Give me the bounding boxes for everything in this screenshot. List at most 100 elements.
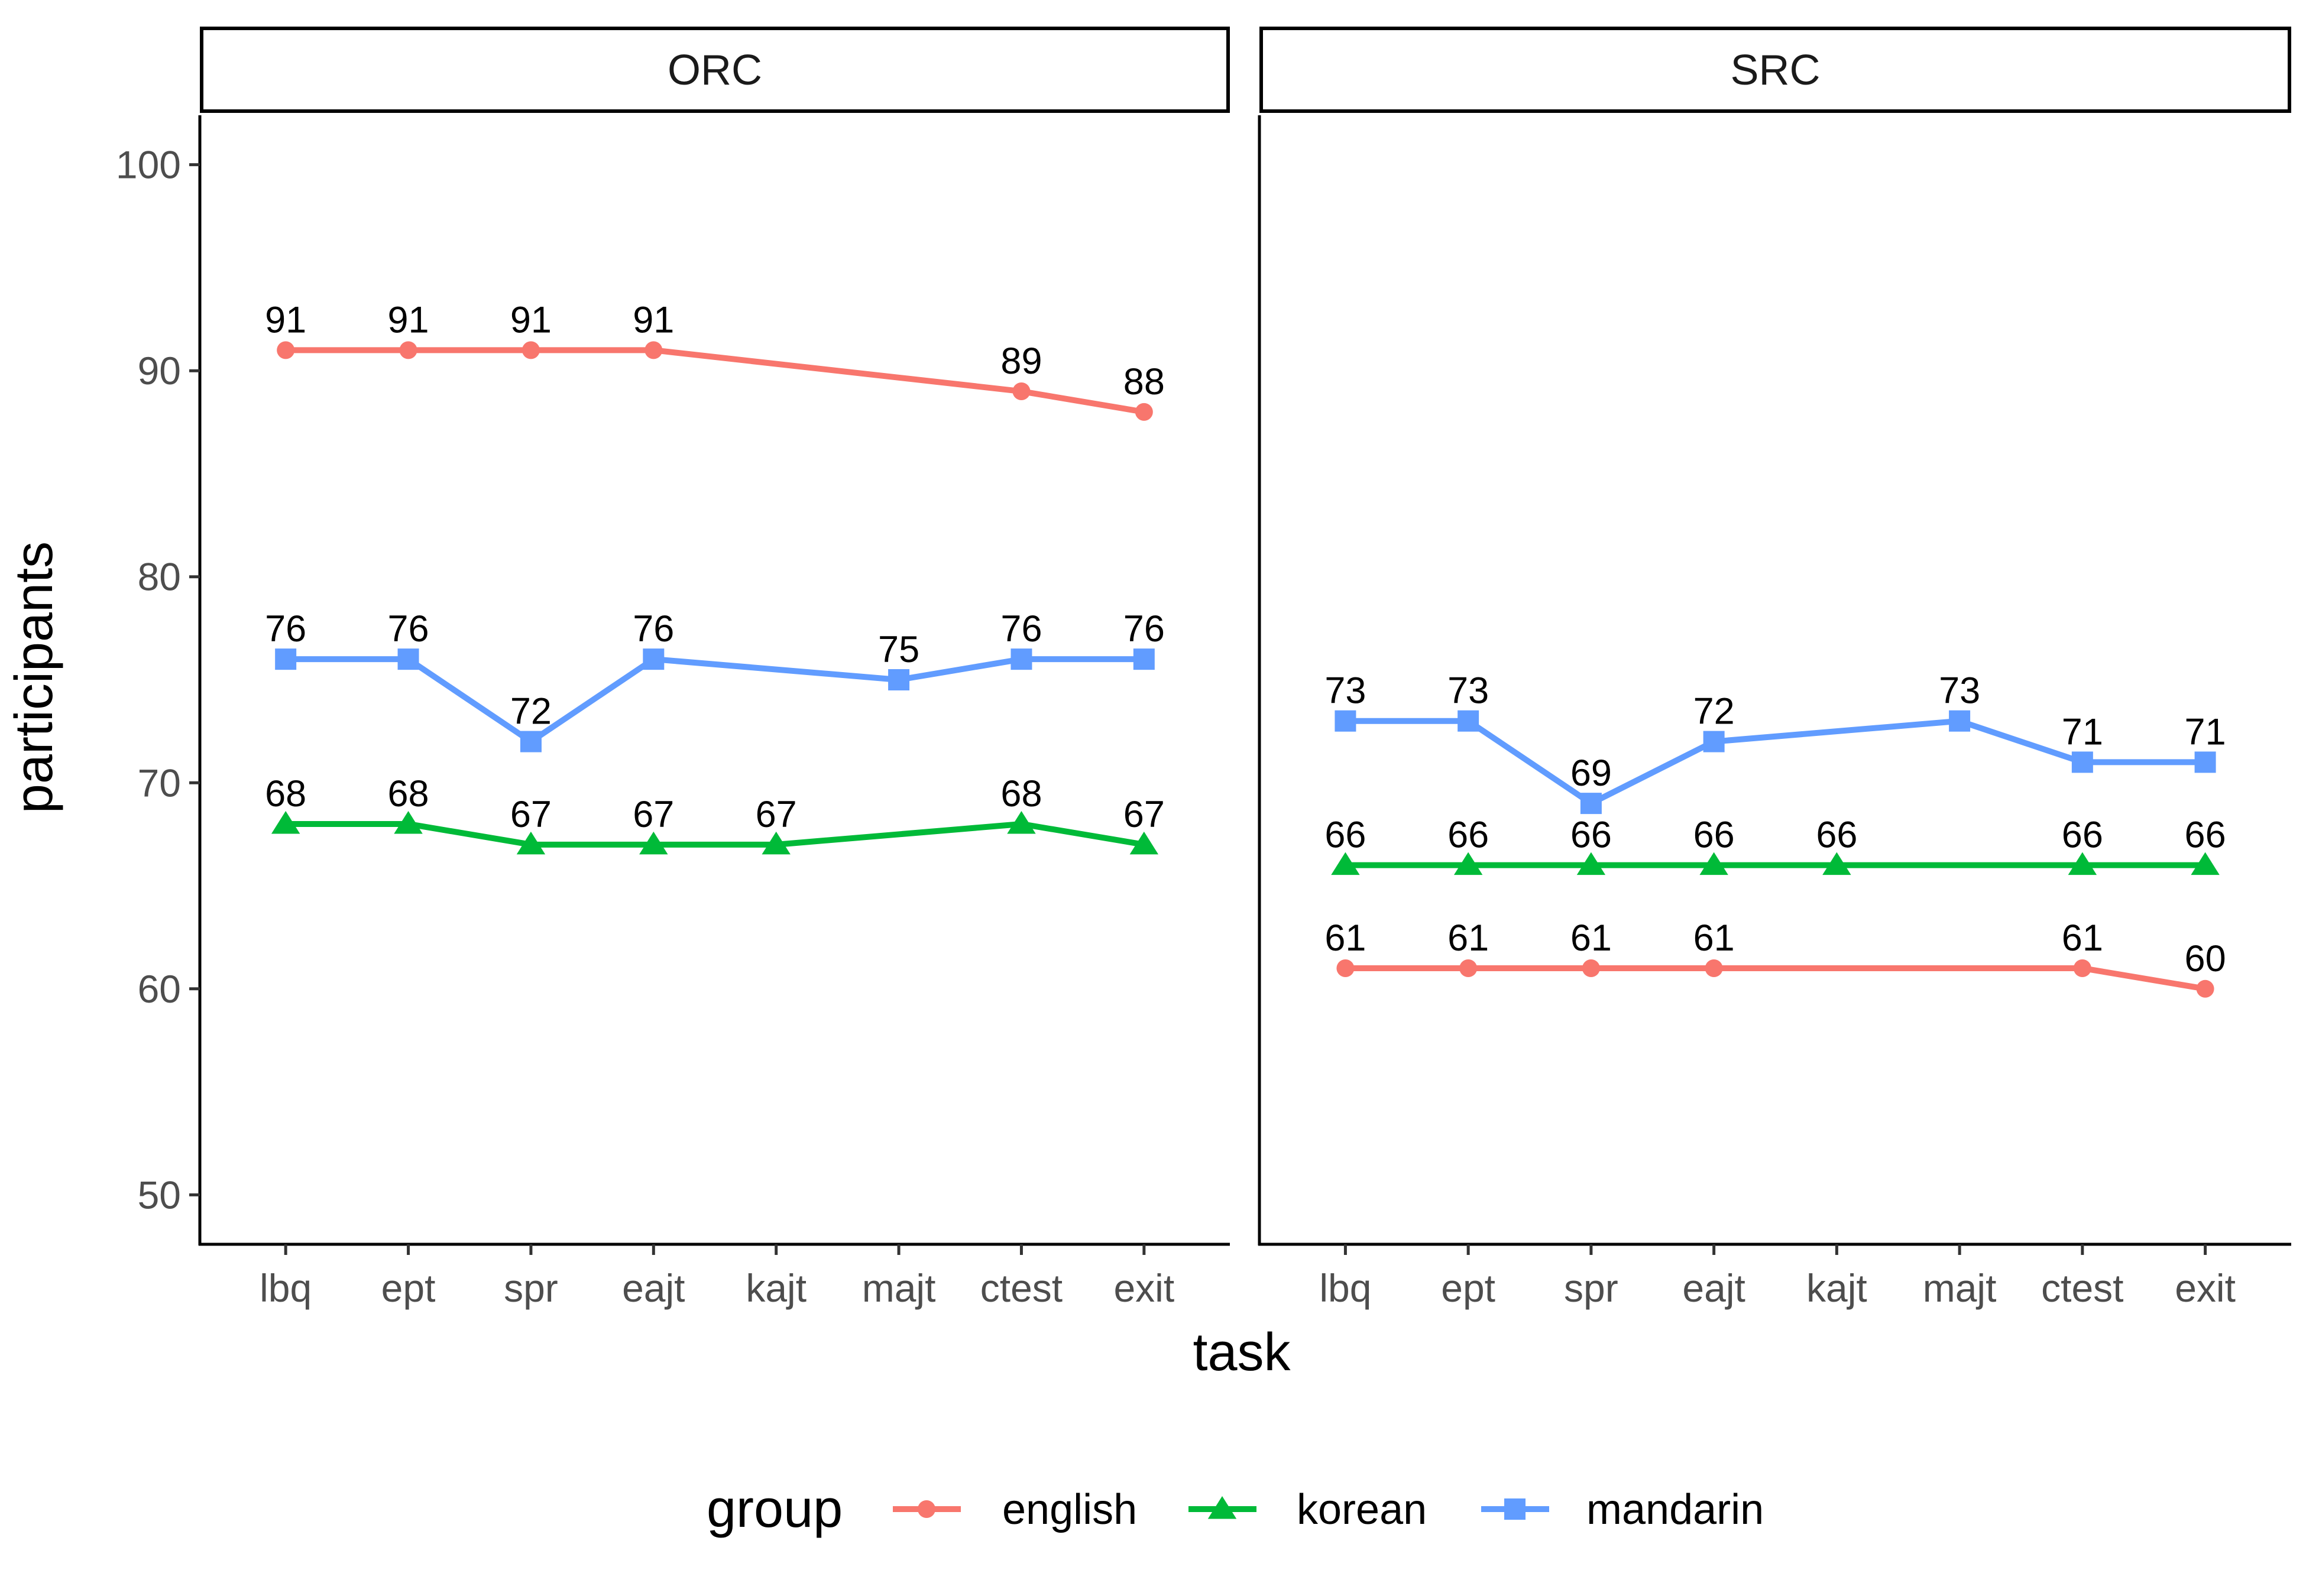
data-point bbox=[2073, 959, 2091, 977]
data-point bbox=[1703, 731, 1725, 752]
data-point bbox=[639, 831, 668, 855]
data-label: 68 bbox=[265, 773, 306, 815]
data-point bbox=[2196, 979, 2214, 998]
data-label: 61 bbox=[1447, 917, 1489, 959]
y-tick-label: 90 bbox=[138, 349, 181, 392]
data-point bbox=[394, 810, 423, 834]
data-label: 73 bbox=[1447, 670, 1489, 712]
x-tick-label: spr bbox=[504, 1266, 558, 1310]
legend-key-marker bbox=[1207, 1496, 1237, 1519]
data-label: 91 bbox=[633, 299, 674, 340]
data-label: 66 bbox=[2185, 815, 2226, 856]
x-tick-label: exit bbox=[1113, 1266, 1174, 1310]
y-tick-label: 70 bbox=[138, 761, 181, 805]
data-point bbox=[1135, 403, 1153, 421]
data-point bbox=[1949, 710, 1971, 732]
legend-item-english: english bbox=[893, 1486, 1137, 1533]
data-label: 71 bbox=[2185, 711, 2226, 752]
strip-label: ORC bbox=[668, 47, 762, 94]
data-label: 67 bbox=[756, 794, 797, 835]
data-label: 73 bbox=[1324, 670, 1366, 712]
series-line bbox=[286, 347, 1145, 415]
legend-label: korean bbox=[1297, 1486, 1427, 1533]
data-label: 66 bbox=[1570, 815, 1612, 856]
data-label: 67 bbox=[510, 794, 552, 835]
data-label: 66 bbox=[1447, 815, 1489, 856]
data-label: 61 bbox=[1570, 917, 1612, 959]
data-label: 60 bbox=[2185, 938, 2226, 979]
x-tick-label: lbq bbox=[260, 1266, 312, 1310]
data-label: 76 bbox=[1123, 608, 1165, 650]
x-tick-label: kajt bbox=[1806, 1266, 1867, 1310]
data-point bbox=[1822, 852, 1851, 875]
x-axis-title: task bbox=[1193, 1323, 1291, 1382]
data-point bbox=[397, 648, 419, 670]
data-label: 72 bbox=[510, 691, 552, 732]
legend-key-marker bbox=[1504, 1498, 1526, 1520]
data-point bbox=[1331, 852, 1360, 875]
data-label: 66 bbox=[1693, 815, 1735, 856]
x-tick-label: kajt bbox=[746, 1266, 807, 1310]
series-english: 61 61 61 61 61 60 bbox=[1324, 917, 2226, 998]
x-tick-label: lbq bbox=[1319, 1266, 1371, 1310]
x-tick-label: majt bbox=[1923, 1266, 1997, 1310]
data-label: 76 bbox=[633, 608, 674, 650]
data-point bbox=[516, 831, 546, 855]
x-tick-label: ctest bbox=[980, 1266, 1063, 1310]
data-point bbox=[1580, 793, 1602, 815]
x-tick-label: eajt bbox=[1682, 1266, 1745, 1310]
data-point bbox=[1336, 959, 1355, 977]
data-point bbox=[2194, 751, 2216, 773]
data-point bbox=[520, 731, 542, 752]
data-label: 61 bbox=[1324, 917, 1366, 959]
data-point bbox=[1453, 852, 1483, 875]
x-tick-label: eajt bbox=[622, 1266, 685, 1310]
y-tick-label: 50 bbox=[138, 1173, 181, 1217]
data-point bbox=[522, 341, 540, 359]
data-label: 72 bbox=[1693, 691, 1735, 732]
data-label: 89 bbox=[1000, 340, 1042, 382]
data-point bbox=[1133, 648, 1155, 670]
data-point bbox=[2068, 852, 2097, 875]
data-label: 91 bbox=[510, 299, 552, 340]
legend-key-marker bbox=[918, 1500, 935, 1518]
data-label: 66 bbox=[1816, 815, 1857, 856]
data-point bbox=[643, 648, 665, 670]
data-point bbox=[644, 341, 663, 359]
y-tick-label: 60 bbox=[138, 967, 181, 1011]
data-point bbox=[1576, 852, 1606, 875]
series-korean: 66 66 66 66 66 66 66 bbox=[1324, 815, 2226, 875]
data-label: 91 bbox=[388, 299, 429, 340]
data-point bbox=[1705, 959, 1723, 977]
data-label: 68 bbox=[1000, 773, 1042, 815]
data-label: 68 bbox=[388, 773, 429, 815]
data-point bbox=[888, 669, 910, 690]
y-axis: 50 60 70 80 90 100 bbox=[116, 143, 200, 1217]
data-label: 73 bbox=[1939, 670, 1980, 712]
data-label: 91 bbox=[265, 299, 306, 340]
data-label: 88 bbox=[1123, 361, 1165, 403]
data-label: 76 bbox=[265, 608, 306, 650]
data-label: 76 bbox=[388, 608, 429, 650]
data-point bbox=[1012, 382, 1031, 401]
data-point bbox=[1129, 831, 1159, 855]
legend-item-mandarin: mandarin bbox=[1481, 1486, 1764, 1533]
series-mandarin: 73 73 69 72 73 71 71 bbox=[1324, 670, 2226, 815]
series-mandarin: 76 76 72 76 75 76 76 bbox=[265, 608, 1165, 752]
data-label: 67 bbox=[633, 794, 674, 835]
y-tick-label: 100 bbox=[116, 143, 181, 187]
data-point bbox=[275, 648, 297, 670]
y-tick-label: 80 bbox=[138, 555, 181, 599]
data-label: 76 bbox=[1000, 608, 1042, 650]
data-point bbox=[762, 831, 791, 855]
series-line bbox=[286, 656, 1144, 745]
data-point bbox=[2071, 751, 2093, 773]
data-point bbox=[1007, 810, 1036, 834]
data-label: 61 bbox=[2062, 917, 2103, 959]
data-label: 61 bbox=[1693, 917, 1735, 959]
data-point bbox=[1582, 959, 1600, 977]
